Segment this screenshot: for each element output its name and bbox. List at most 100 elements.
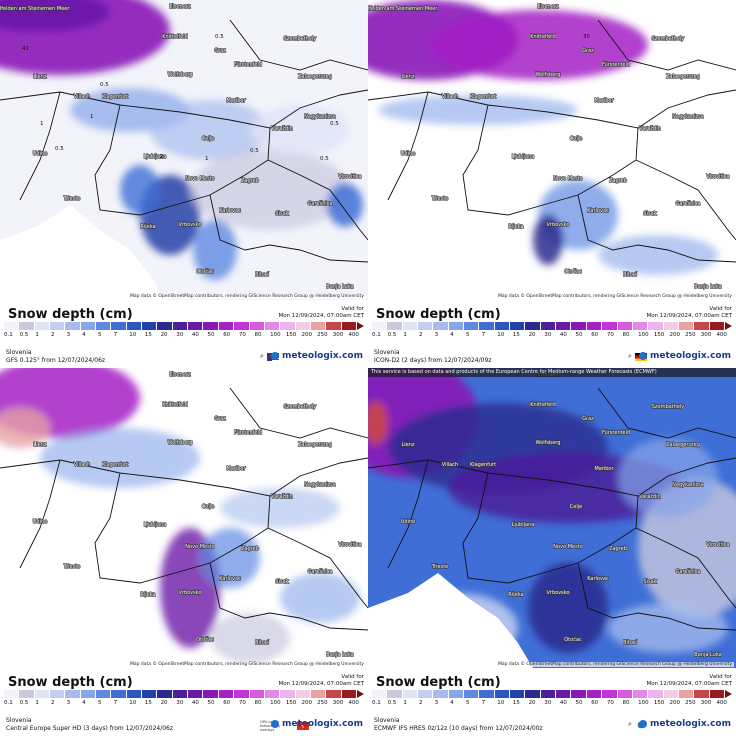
brand-logo-icon — [271, 352, 279, 360]
map-footer: Snow depth (cm) Valid for Mon 12/09/2024, … — [0, 300, 368, 368]
legend-tick-label: 80 — [254, 700, 262, 706]
legend-tick-label: 100 — [638, 700, 649, 706]
brand-logo[interactable]: meteologix.com — [271, 351, 363, 361]
city-label: Lienz — [401, 442, 414, 448]
legend-swatch — [295, 690, 311, 698]
legend-arrow-icon — [724, 690, 732, 698]
legend-tick-label: 15 — [512, 332, 520, 338]
city-label: Karlovac — [587, 576, 609, 582]
city-label: Zalaegerszeg — [298, 74, 332, 80]
city-label: Otočac — [564, 636, 582, 643]
city-label: Fürstenfeld — [234, 430, 262, 436]
legend-tick-label: 80 — [622, 700, 630, 706]
legend-swatch — [341, 690, 357, 698]
legend-tick-label: 3 — [434, 332, 439, 338]
map-attribution[interactable]: Map data © OpenStreetMap contributors, r… — [128, 294, 366, 299]
legend-swatch — [678, 322, 695, 330]
legend-swatch — [264, 690, 281, 698]
legend-swatch — [234, 690, 250, 698]
legend-swatch — [387, 322, 403, 330]
model-run-label: Central Europe Super HD (3 days) from 12… — [6, 725, 174, 732]
legend-swatch — [494, 322, 511, 330]
legend-ticks: 0.1 0.5 1 2 3 4 5 7 10 15 20 30 40 50 60 70 80 100 150 200 2… — [372, 332, 732, 340]
city-label: Celje — [202, 504, 214, 510]
city-label: Szombathely — [284, 36, 317, 42]
legend-tick-label: 60 — [223, 332, 231, 338]
legend-tick-label: 0.1 — [372, 700, 381, 706]
legend-tick-label: 0.1 — [4, 332, 13, 338]
legend-tick-label: 200 — [301, 332, 312, 338]
legend-swatch — [157, 690, 173, 698]
zoom-icon[interactable]: ⌕ — [628, 720, 632, 728]
legend-swatch — [586, 690, 603, 698]
brand-name: meteologix.com — [650, 719, 731, 729]
city-label: Graz — [582, 416, 594, 422]
zoom-icon[interactable]: ⌕ — [628, 352, 632, 360]
legend-tick-label: 1 — [403, 332, 407, 338]
city-label: Klagenfurt — [102, 462, 128, 468]
contour-label: 1 — [40, 121, 44, 127]
snow-depth-map[interactable]: Saalfelden am Steinernen Meer Eisenerz Kni… — [368, 0, 736, 300]
city-label: Villach — [74, 462, 90, 468]
snow-depth-map[interactable]: Saalfelden am Steinernen Meer Eisenerz Kni… — [0, 0, 368, 300]
legend-tick-label: 0.1 — [4, 700, 13, 706]
map-attribution[interactable]: Map data © OpenStreetMap contributors, r… — [128, 662, 366, 667]
legend-swatch — [203, 322, 219, 330]
city-label: Otočac — [564, 268, 582, 275]
legend-swatch — [172, 690, 189, 698]
brand-logo[interactable]: meteologix.com — [639, 351, 731, 361]
brand-logo-icon — [639, 352, 647, 360]
city-label: Zagreb — [609, 178, 627, 184]
legend-tick-label: 300 — [332, 700, 344, 706]
city-label: Rijeka — [508, 224, 523, 230]
legend-swatch — [111, 690, 127, 698]
city-label: Vrbovsko — [178, 222, 201, 228]
city-label: Karlovac — [587, 208, 609, 214]
contour-label: 2 — [160, 154, 164, 160]
legend-tick-label: 3 — [66, 700, 71, 706]
city-label: Zalaegerszeg — [666, 442, 700, 448]
legend-swatch — [80, 322, 97, 330]
legend-tick-label: 0.1 — [372, 332, 381, 338]
legend-tick-label: 7 — [481, 332, 486, 338]
legend-swatch — [678, 690, 695, 698]
zoom-icon[interactable]: ⌕ — [260, 352, 264, 360]
legend-swatch — [433, 690, 449, 698]
map-attribution[interactable]: Map data © OpenStreetMap contributors, r… — [496, 294, 734, 299]
legend-tick-label: 100 — [638, 332, 649, 338]
legend-swatch — [510, 690, 526, 698]
map-attribution[interactable]: Map data © OpenStreetMap contributors, r… — [496, 662, 734, 667]
city-label: Eisenerz — [169, 372, 191, 378]
legend-tick-label: 40 — [559, 332, 567, 338]
city-label: Szombathely — [652, 36, 685, 42]
brand-logo[interactable]: meteologix.com — [271, 719, 363, 729]
city-label: Szombathely — [284, 404, 317, 410]
city-label: Sisak — [643, 211, 656, 217]
color-scale-legend — [372, 690, 732, 700]
city-label: Bihać — [623, 271, 637, 278]
brand-name: meteologix.com — [282, 719, 363, 729]
legend-swatch — [188, 690, 204, 698]
city-label: Wolfsberg — [168, 440, 193, 446]
city-label: Sisak — [275, 579, 288, 585]
city-label: Sisak — [275, 211, 288, 217]
legend-tick-label: 5 — [97, 332, 102, 338]
city-label: Saalfelden am Steinernen Meer — [0, 6, 70, 12]
legend-swatch — [34, 690, 51, 698]
city-label: Banja Luka — [694, 284, 721, 290]
snow-depth-map[interactable]: EisenerzKnittelfeldGrazFürstenfeldSzomba… — [368, 368, 736, 668]
city-label: Trieste — [63, 196, 80, 202]
map-panel-ecmwf: EisenerzKnittelfeldGrazFürstenfeldSzomba… — [368, 368, 736, 736]
legend-swatch — [295, 322, 311, 330]
city-label: Klagenfurt — [102, 94, 128, 100]
brand-logo[interactable]: meteologix.com — [639, 719, 731, 729]
city-label: Virovitica — [338, 174, 361, 180]
legend-swatch — [402, 322, 419, 330]
legend-tick-label: 70 — [606, 332, 614, 338]
model-flag-icon: + — [297, 722, 309, 730]
legend-swatch — [479, 322, 495, 330]
city-label: Vrbovsko — [178, 590, 201, 596]
legend-tick-label: 15 — [144, 700, 152, 706]
map-title: Snow depth (cm) — [376, 307, 501, 322]
